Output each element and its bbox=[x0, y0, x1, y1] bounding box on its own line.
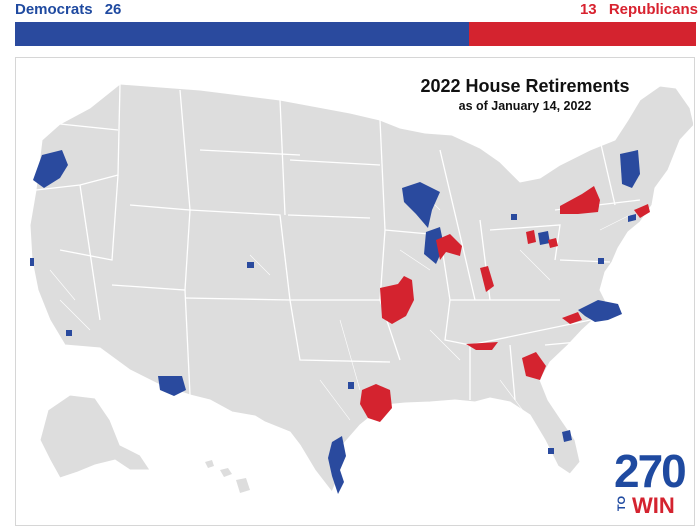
district-new-jersey-dem bbox=[628, 214, 636, 222]
us-land bbox=[29, 83, 693, 493]
district-tennessee-rep bbox=[466, 342, 498, 350]
district-virginia-rep bbox=[562, 312, 582, 324]
republicans-bar-segment bbox=[469, 22, 696, 46]
republicans-count: 13 bbox=[579, 1, 597, 18]
district-florida-dem bbox=[562, 430, 572, 442]
district-oklahoma-dem bbox=[348, 382, 354, 389]
democrats-bar-segment bbox=[15, 22, 470, 46]
district-ohio-dem bbox=[538, 231, 550, 245]
district-michigan-dem bbox=[511, 214, 517, 220]
district-georgia-rep bbox=[522, 352, 546, 380]
district-wisconsin-dem bbox=[402, 182, 440, 228]
district-vermont-dem bbox=[620, 150, 640, 188]
hawaii-land bbox=[205, 460, 250, 493]
district-virginia-dem bbox=[598, 258, 604, 264]
tally-bar bbox=[15, 22, 696, 46]
district-missouri-rep bbox=[380, 276, 414, 324]
district-illinois-rep bbox=[436, 234, 462, 260]
republicans-label: Republicans bbox=[608, 1, 698, 18]
district-borders bbox=[49, 189, 631, 421]
district-california-south-dem bbox=[66, 330, 72, 336]
district-colorado-dem bbox=[247, 262, 254, 268]
map-title: 2022 House Retirements bbox=[420, 76, 630, 96]
map-subtitle: as of January 14, 2022 bbox=[458, 99, 592, 113]
republican-districts bbox=[360, 186, 650, 422]
district-texas-rep bbox=[360, 384, 392, 422]
logo-win: WIN bbox=[632, 493, 675, 518]
democrats-label: Democrats bbox=[15, 1, 93, 18]
district-north-carolina-dem bbox=[578, 300, 622, 322]
logo-to: TO bbox=[616, 496, 628, 512]
alaska-land bbox=[39, 394, 151, 479]
district-new-jersey-rep bbox=[634, 204, 650, 218]
party-tally: Democrats 26 13 Republicans bbox=[0, 0, 700, 22]
district-california-dem bbox=[30, 258, 34, 266]
district-georgia-dem bbox=[548, 448, 554, 454]
logo-number: 270 bbox=[614, 445, 687, 497]
district-arizona-dem bbox=[158, 376, 186, 396]
democrats-count: 26 bbox=[104, 1, 122, 18]
district-ohio-rep bbox=[526, 230, 536, 244]
democrats-tally: Democrats 26 bbox=[15, 1, 129, 18]
republicans-tally: 13 Republicans bbox=[572, 1, 698, 18]
state-borders bbox=[35, 83, 641, 401]
district-pennsylvania-rep bbox=[548, 238, 558, 248]
us-house-map bbox=[29, 83, 693, 494]
logo-270towin[interactable]: 270 TO WIN bbox=[612, 448, 692, 520]
district-texas-coast-dem bbox=[328, 436, 346, 494]
district-oregon-dem bbox=[33, 150, 68, 188]
district-indiana-rep bbox=[480, 266, 494, 292]
district-new-york-rep bbox=[560, 186, 600, 214]
